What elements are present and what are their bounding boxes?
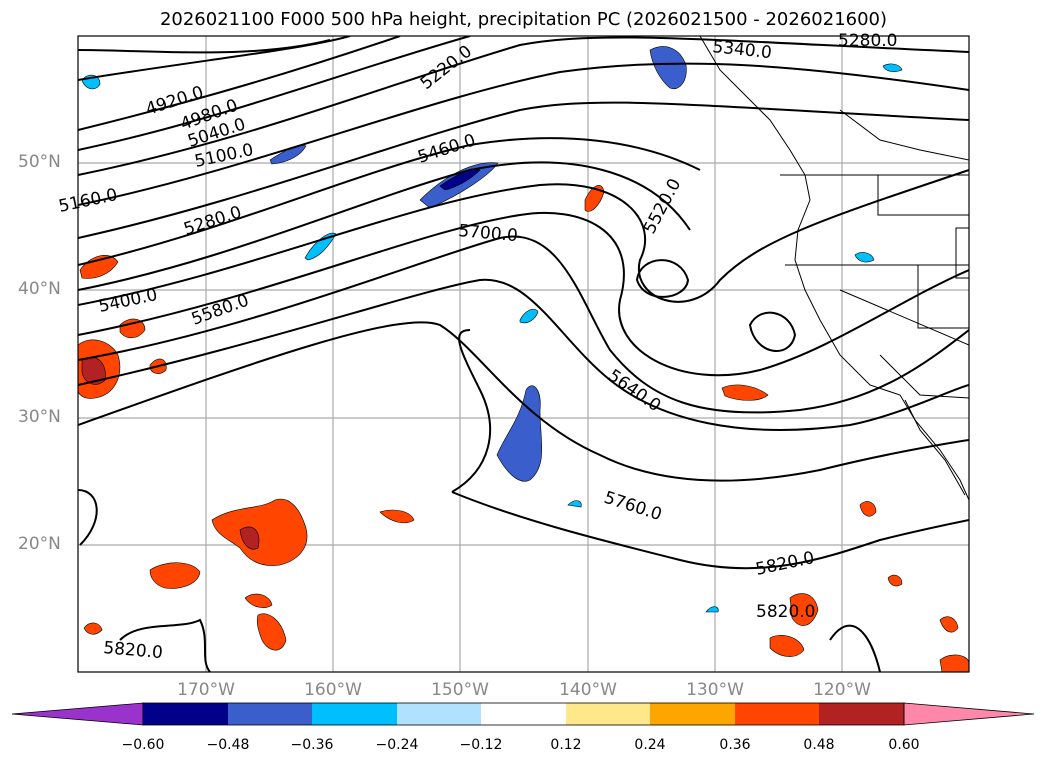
colorbar-tick: 0.24 (634, 737, 666, 753)
colorbar-segment (228, 703, 312, 725)
colorbar-segment (312, 703, 397, 725)
height-contours (78, 36, 969, 672)
colorbar (11, 702, 1035, 726)
colorbar-segment (650, 703, 735, 725)
contour-label: 5340.0 (711, 37, 772, 63)
lon-label-160w: 160°W (304, 680, 362, 700)
contour-label: 5280.0 (838, 31, 897, 51)
colorbar-segment (143, 703, 228, 725)
colorbar-tick: 0.48 (803, 737, 835, 753)
colorbar-tick: 0.12 (550, 737, 582, 753)
contour-label: 5760.0 (601, 488, 664, 525)
lat-label-20n: 20°N (18, 534, 61, 554)
colorbar-extend-left (11, 702, 144, 726)
contour-label: 5520.0 (640, 175, 686, 237)
colorbar-segment (566, 703, 650, 725)
contour-label: 5700.0 (458, 221, 519, 246)
contour-label: 5820.0 (756, 602, 815, 622)
colorbar-tick: −0.48 (206, 737, 250, 753)
colorbar-tick: −0.12 (459, 737, 503, 753)
lon-label-120w: 120°W (813, 680, 871, 700)
colorbar-segment (735, 703, 819, 725)
contour-label: 5160.0 (57, 185, 119, 217)
lon-label-140w: 140°W (559, 680, 617, 700)
chart-title: 2026021100 F000 500 hPa height, precipit… (159, 9, 888, 30)
contour-label: 5580.0 (189, 291, 252, 330)
lon-label-130w: 130°W (686, 680, 744, 700)
precip-negative (81, 46, 903, 613)
contour-label: 5280.0 (181, 202, 244, 239)
lat-label-50n: 50°N (18, 152, 61, 172)
colorbar-segment (481, 703, 566, 725)
coastline (699, 36, 969, 501)
colorbar-tick: −0.24 (375, 737, 419, 753)
lat-label-40n: 40°N (18, 279, 61, 299)
map-frame (77, 35, 970, 673)
lat-label-30n: 30°N (18, 407, 61, 427)
colorbar-tick: −0.36 (290, 737, 334, 753)
colorbar-segment (397, 703, 481, 725)
colorbar-segment (819, 703, 904, 725)
colorbar-extend-right (903, 702, 1035, 726)
precip-positive (78, 185, 969, 672)
lon-label-150w: 150°W (431, 680, 489, 700)
colorbar-tick: −0.60 (121, 737, 165, 753)
colorbar-tick: 0.36 (719, 737, 751, 753)
contour-label: 5460.0 (415, 130, 478, 167)
contour-label: 5820.0 (754, 548, 816, 580)
colorbar-tick: 0.60 (888, 737, 920, 753)
contour-label: 5820.0 (103, 638, 164, 663)
lon-label-170w: 170°W (177, 680, 235, 700)
